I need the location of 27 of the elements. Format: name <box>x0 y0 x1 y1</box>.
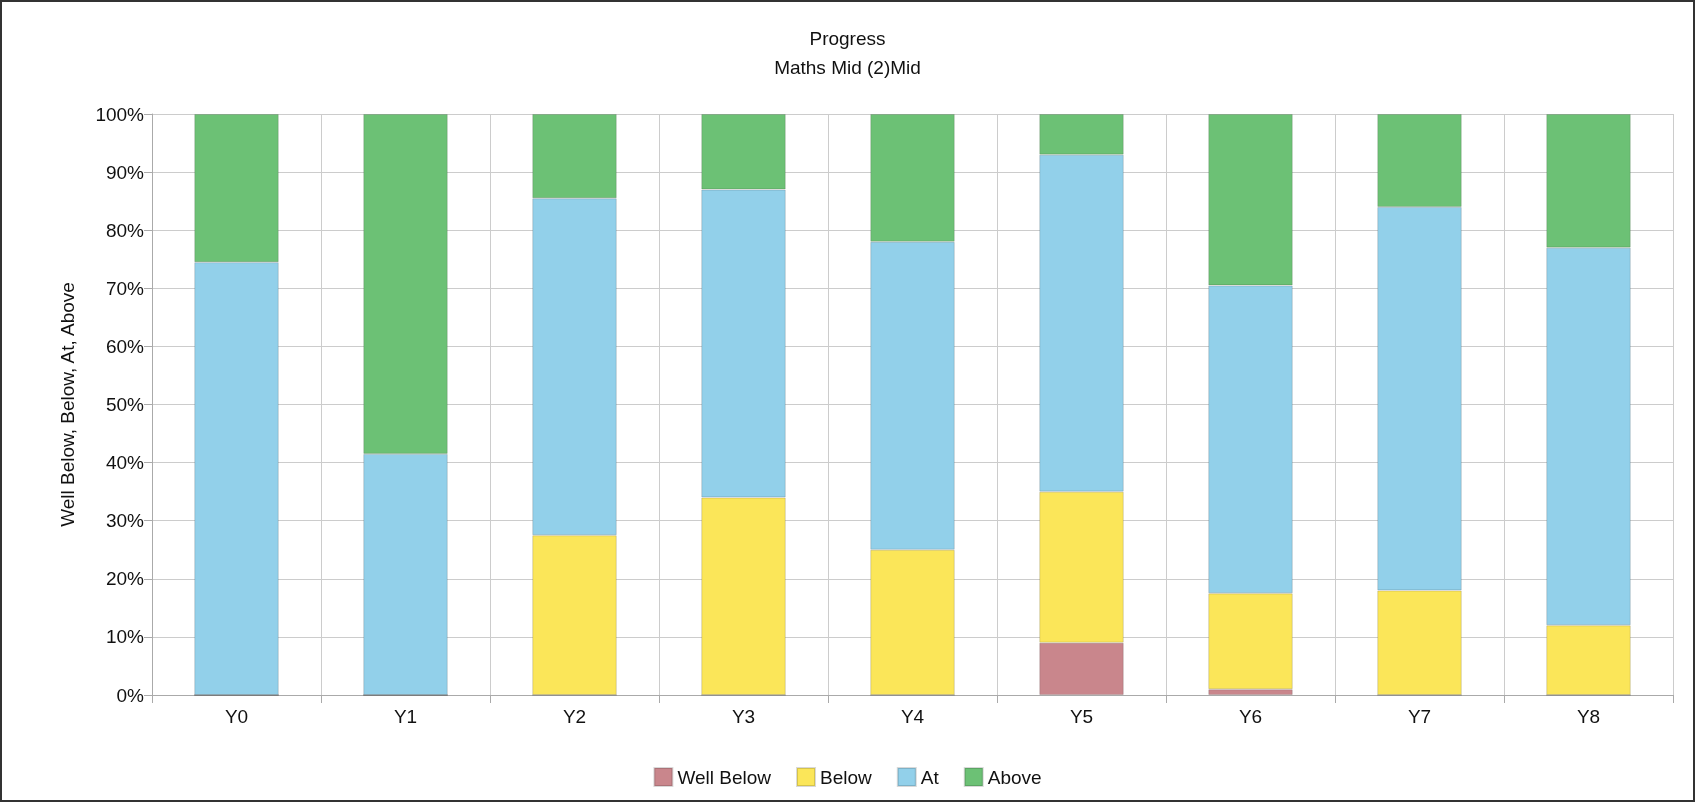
y-tick-label: 100% <box>95 103 145 125</box>
y-tick-label: 30% <box>105 510 145 532</box>
x-tick-label: Y8 <box>1576 706 1601 727</box>
chart-title: Progress <box>809 28 886 49</box>
y-tick-label: 60% <box>105 335 145 357</box>
x-tick-label: Y1 <box>393 706 418 727</box>
legend-label: Below <box>820 766 873 788</box>
legend-label: Well Below <box>677 766 772 788</box>
y-tick-label: 80% <box>105 219 145 241</box>
legend-label: At <box>920 766 940 788</box>
y-tick-label: 40% <box>105 452 145 474</box>
chart-subtitle: Maths Mid (2)Mid <box>774 57 921 78</box>
y-tick-label: 20% <box>105 568 145 590</box>
x-tick-label: Y5 <box>1069 706 1094 727</box>
y-tick-label: 10% <box>105 626 145 648</box>
x-tick-label: Y3 <box>731 706 756 727</box>
y-tick-label: 0% <box>116 684 145 706</box>
x-tick-label: Y6 <box>1238 706 1263 727</box>
legend-label: Above <box>987 766 1042 788</box>
x-tick-label: Y4 <box>900 706 925 727</box>
y-axis-title: Well Below, Below, At, Above <box>57 282 78 527</box>
y-tick-label: 70% <box>105 277 145 299</box>
y-tick-label: 50% <box>105 394 145 415</box>
y-tick-label: 90% <box>105 161 145 183</box>
x-tick-label: Y7 <box>1407 706 1432 727</box>
x-tick-label: Y2 <box>562 706 587 727</box>
x-tick-label: Y0 <box>224 706 249 727</box>
